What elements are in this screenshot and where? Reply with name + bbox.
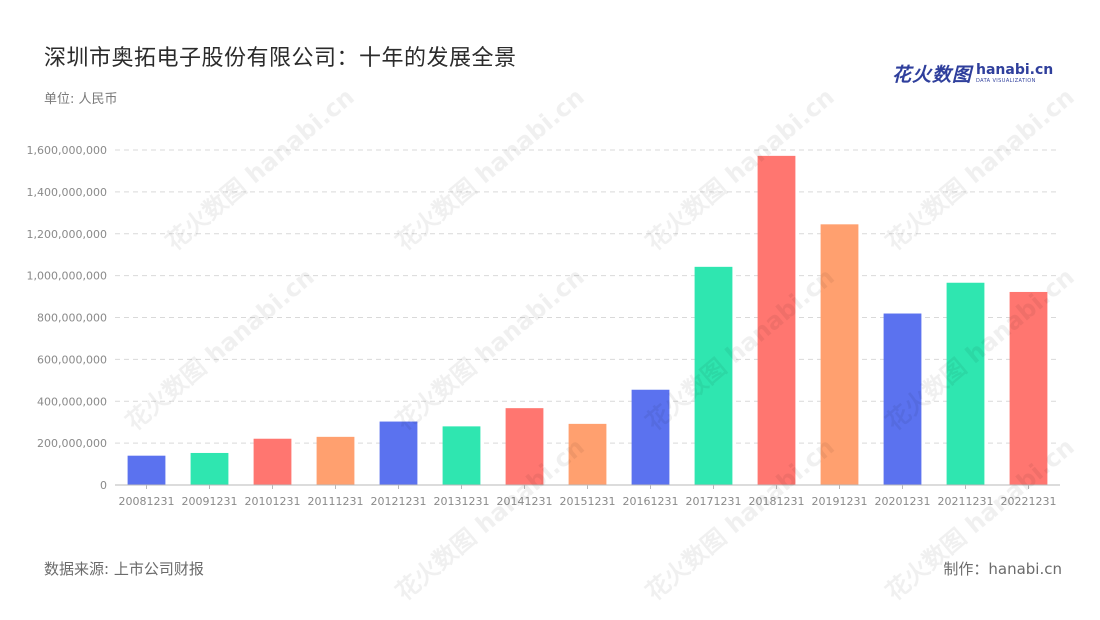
credit-text: 制作：hanabi.cn bbox=[943, 560, 1062, 578]
bars bbox=[127, 155, 1048, 486]
y-tick-label: 1,400,000,000 bbox=[27, 186, 107, 199]
x-tick-label: 20171231 bbox=[686, 495, 742, 508]
bar-20121231 bbox=[379, 421, 418, 485]
y-tick-label: 1,200,000,000 bbox=[27, 228, 107, 241]
x-tick-label: 20111231 bbox=[308, 495, 364, 508]
x-tick-label: 20221231 bbox=[1001, 495, 1057, 508]
x-tick-label: 20121231 bbox=[371, 495, 427, 508]
x-axis-tick-labels: 20081231 20091231 20101231 20111231 20121231… bbox=[119, 485, 1057, 508]
logo-english-text: hanabi.cn bbox=[976, 61, 1054, 78]
x-tick-label: 20151231 bbox=[560, 495, 616, 508]
y-tick-label: 600,000,000 bbox=[37, 353, 107, 366]
x-tick-label: 20101231 bbox=[245, 495, 301, 508]
x-tick-label: 20181231 bbox=[749, 495, 805, 508]
data-source: 数据来源: 上市公司财报 bbox=[44, 560, 204, 578]
y-tick-label: 400,000,000 bbox=[37, 395, 107, 408]
bar-20091231 bbox=[190, 452, 229, 485]
x-tick-label: 20191231 bbox=[812, 495, 868, 508]
x-tick-label: 20081231 bbox=[119, 495, 175, 508]
bar-20201231 bbox=[883, 313, 922, 485]
logo-english-block: hanabi.cn DATA VISUALIZATION bbox=[976, 63, 1053, 84]
bar-20211231 bbox=[946, 282, 985, 485]
bar-20141231 bbox=[505, 408, 544, 485]
unit-label: 单位: 人民币 bbox=[44, 92, 118, 107]
chart-title: 深圳市奥拓电子股份有限公司：十年的发展全景 bbox=[44, 46, 517, 71]
bar-20171231 bbox=[694, 266, 733, 485]
bar-20181231 bbox=[757, 155, 796, 486]
x-tick-label: 20211231 bbox=[938, 495, 994, 508]
bar-20191231 bbox=[820, 224, 859, 485]
y-tick-label: 1,000,000,000 bbox=[27, 270, 107, 283]
logo-subtitle: DATA VISUALIZATION bbox=[976, 77, 1036, 84]
x-tick-label: 20161231 bbox=[623, 495, 679, 508]
y-tick-label: 1,600,000,000 bbox=[27, 144, 107, 157]
brand-logo: 花火数图 hanabi.cn DATA VISUALIZATION bbox=[892, 58, 1053, 88]
logo-chinese-text: 花火数图 bbox=[892, 63, 973, 86]
y-tick-label: 200,000,000 bbox=[37, 437, 107, 450]
bar-20131231 bbox=[442, 426, 481, 485]
bar-20151231 bbox=[568, 423, 607, 485]
bar-20221231 bbox=[1009, 291, 1048, 485]
bar-20161231 bbox=[631, 389, 670, 485]
bar-20081231 bbox=[127, 455, 166, 485]
x-tick-label: 20131231 bbox=[434, 495, 490, 508]
x-tick-label: 20141231 bbox=[497, 495, 553, 508]
bar-20101231 bbox=[253, 438, 292, 485]
x-tick-label: 20091231 bbox=[182, 495, 238, 508]
bar-20111231 bbox=[316, 436, 355, 485]
y-tick-label: 0 bbox=[100, 479, 107, 492]
x-tick-label: 20201231 bbox=[875, 495, 931, 508]
y-axis-tick-labels: 0 200,000,000 400,000,000 600,000,000 800,00… bbox=[27, 144, 107, 492]
y-tick-label: 800,000,000 bbox=[37, 312, 107, 325]
